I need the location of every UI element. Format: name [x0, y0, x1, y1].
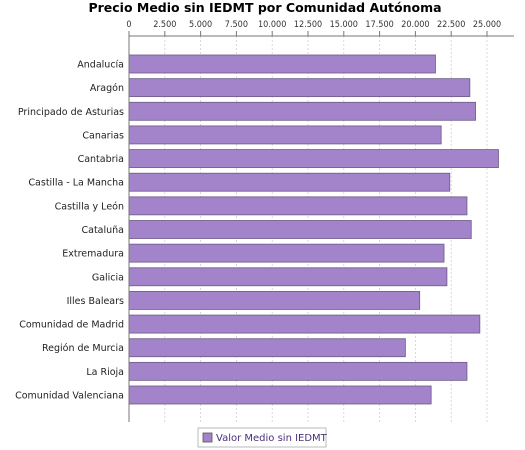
category-label: Galicia: [92, 272, 124, 283]
tick-label: 2.500: [153, 20, 176, 30]
category-label: Canarias: [82, 130, 124, 141]
tick-label: 22.500: [437, 20, 465, 30]
tick-label: 25.000: [473, 20, 501, 30]
tick-label: 17.500: [365, 20, 393, 30]
bar: [128, 385, 432, 405]
tick-label: 10.000: [258, 20, 286, 30]
bar: [128, 220, 472, 239]
bar: [128, 338, 406, 358]
tick-label: 12.500: [294, 20, 322, 30]
category-label: Castilla y León: [55, 201, 124, 212]
category-label: Aragón: [90, 83, 124, 94]
bar: [128, 361, 468, 381]
category-label: Comunidad Valenciana: [15, 391, 124, 402]
legend-swatch: [202, 432, 213, 443]
tick-label: 0: [126, 20, 131, 30]
category-label: Principado de Asturias: [18, 107, 124, 118]
category-label: Comunidad de Madrid: [19, 320, 124, 331]
category-labels: Andalucía Aragón Principado de Asturias Can…: [15, 60, 124, 402]
category-label: Castilla - La Mancha: [28, 178, 124, 189]
legend[interactable]: Valor Medio sin IEDMT: [197, 427, 328, 448]
category-label: Illes Balears: [67, 296, 124, 307]
bars: [128, 54, 499, 405]
category-label: Región de Murcia: [42, 343, 124, 354]
tick-label: 15.000: [330, 20, 358, 30]
bar: [128, 291, 421, 310]
category-label: Cataluña: [81, 225, 124, 236]
axes: [128, 35, 514, 422]
tick-label: 5.000: [189, 20, 212, 30]
bar: [128, 172, 451, 192]
tick-label: 7.500: [225, 20, 248, 30]
tick-label: 20.000: [401, 20, 429, 30]
bar: [128, 149, 499, 168]
bar: [128, 196, 468, 216]
chart-title: Precio Medio sin IEDMT por Comunidad Aut…: [88, 0, 441, 15]
x-axis-ticks: 0 2.500 5.000 7.500 10.000 12.500 15.000 17.500…: [126, 20, 501, 36]
bar: [128, 243, 445, 263]
category-label: La Rioja: [86, 367, 124, 378]
bar: [128, 267, 448, 287]
bar: [128, 54, 436, 74]
category-label: Cantabria: [78, 154, 124, 165]
category-label: Andalucía: [77, 60, 124, 71]
bar: [128, 125, 442, 145]
legend-label: Valor Medio sin IEDMT: [216, 433, 328, 444]
bar: [128, 78, 471, 98]
category-label: Extremadura: [62, 249, 124, 260]
legend-box: [197, 427, 327, 448]
bar: [128, 101, 476, 121]
bar: [128, 314, 481, 334]
